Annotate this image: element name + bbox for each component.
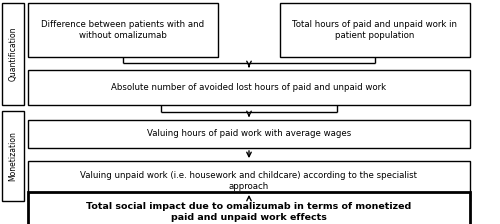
Bar [2,3,24,105]
Bar [28,161,470,201]
Bar [28,70,470,105]
Text: Quantification: Quantification [8,27,18,81]
Text: Absolute number of avoided lost hours of paid and unpaid work: Absolute number of avoided lost hours of… [112,83,386,92]
Bar [28,120,470,148]
Text: Total social impact due to omalizumab in terms of monetized
paid and unpaid work: Total social impact due to omalizumab in… [86,202,411,222]
Bar [280,3,470,57]
Text: Total hours of paid and unpaid work in
patient population: Total hours of paid and unpaid work in p… [292,20,458,40]
Text: Monetization: Monetization [8,131,18,181]
Text: Difference between patients with and
without omalizumab: Difference between patients with and wit… [42,20,204,40]
Text: Valuing unpaid work (i.e. housework and childcare) according to the specialist
a: Valuing unpaid work (i.e. housework and … [80,171,417,191]
Text: Valuing hours of paid work with average wages: Valuing hours of paid work with average … [147,129,351,138]
Bar [28,192,470,224]
Bar [28,3,218,57]
Bar [2,111,24,201]
